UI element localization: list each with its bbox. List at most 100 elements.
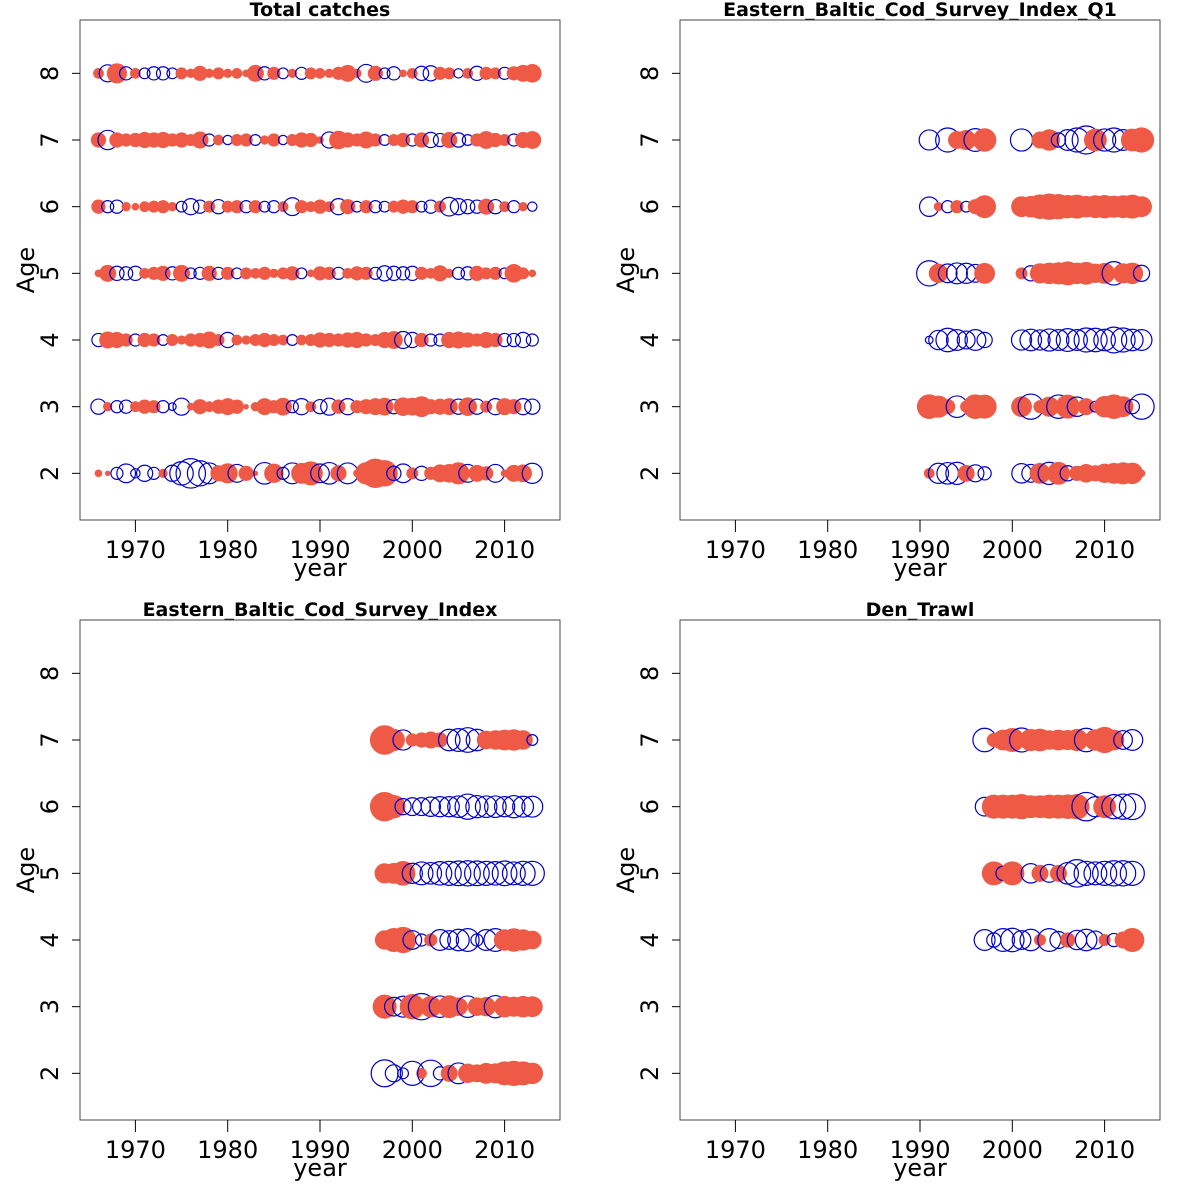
bubble-positive (368, 133, 382, 147)
bubble-negative (464, 860, 490, 887)
bubble-positive (277, 334, 289, 346)
bubble-positive (413, 132, 430, 148)
bubble-positive (257, 332, 272, 348)
chart-title: Eastern_Baltic_Cod_Survey_Index_Q1 (723, 0, 1117, 21)
bubble-positive (479, 66, 493, 80)
bubble-negative (450, 132, 467, 148)
bubble-positive (231, 67, 243, 79)
bubble-positive (480, 400, 493, 413)
x-tick-label: 2010 (474, 536, 535, 564)
bubble-positive (105, 470, 111, 477)
bubble-negative (155, 66, 171, 81)
bubble-positive (499, 201, 510, 213)
bubble-positive (192, 65, 208, 81)
bubble-positive (528, 269, 537, 278)
bubble-negative (1037, 328, 1061, 352)
bubble-positive (1015, 267, 1028, 280)
bubble-negative (514, 398, 532, 416)
bubble-positive (972, 128, 997, 152)
bubble-negative (510, 860, 536, 886)
bubble-positive (506, 399, 522, 415)
bubble-negative (1083, 861, 1108, 886)
x-axis-label: year (293, 1154, 347, 1182)
bubble-positive (1131, 196, 1152, 218)
bubble-negative (999, 927, 1025, 953)
bubble-negative (483, 861, 508, 886)
bubble-positive (239, 133, 253, 147)
bubble-positive (323, 201, 335, 213)
bubble-positive (192, 399, 208, 415)
bubble-positive (212, 67, 225, 80)
bubble-negative (130, 468, 141, 479)
y-tick-label: 7 (36, 732, 64, 747)
bubble-positive (1039, 396, 1060, 417)
bubble-negative (1019, 328, 1043, 352)
x-tick-label: 1980 (197, 1136, 258, 1164)
bubble-negative (446, 727, 471, 753)
bubble-negative (1055, 327, 1080, 353)
bubble-negative (1120, 328, 1144, 352)
bubble-positive (221, 200, 234, 213)
bubble-negative (1056, 128, 1079, 152)
bubble-negative (1121, 728, 1144, 752)
bubble-positive (1137, 469, 1146, 478)
bubble-negative (1110, 327, 1136, 353)
bubble-negative (138, 67, 151, 80)
bubble-negative (420, 796, 442, 817)
bubble-positive (147, 400, 161, 414)
y-tick-label: 8 (36, 66, 64, 81)
x-tick-label: 1970 (705, 1136, 766, 1164)
bubble-positive (1033, 933, 1047, 947)
bubble-positive (331, 399, 346, 414)
bubble-positive (420, 995, 442, 1018)
bubble-negative (415, 200, 428, 213)
bubble-negative (474, 795, 498, 819)
bubble-negative (409, 861, 434, 886)
y-tick-label: 6 (636, 799, 664, 814)
bubble-positive (399, 994, 425, 1020)
y-tick-label: 3 (636, 999, 664, 1014)
bubble-negative (175, 458, 207, 489)
bubble-negative (465, 794, 489, 819)
bubble-negative (118, 266, 134, 281)
bubble-negative (1009, 128, 1034, 152)
x-tick-label: 1980 (797, 536, 858, 564)
x-axis-label: year (293, 554, 347, 582)
bubble-negative (977, 466, 992, 481)
bubble-positive (440, 1064, 458, 1082)
bubble-positive (390, 861, 416, 886)
bubble-positive (1121, 462, 1144, 485)
bubble-negative (167, 402, 177, 412)
bubble-negative (1062, 859, 1092, 888)
bubble-positive (324, 68, 334, 78)
bubble-negative (1118, 793, 1146, 821)
bubble-negative (384, 1064, 403, 1083)
bubble-negative (945, 262, 968, 285)
chart-title: Total catches (250, 0, 391, 21)
bubble-layer (972, 726, 1146, 953)
bubble-positive (359, 200, 373, 214)
bubble-positive (212, 333, 225, 347)
x-axis-label: year (893, 554, 947, 582)
y-tick-label: 4 (36, 332, 64, 347)
bubble-positive (504, 264, 524, 283)
bubble-positive (312, 199, 328, 214)
bubble-negative (386, 465, 402, 482)
bubble-positive (213, 134, 224, 146)
y-tick-label: 2 (636, 466, 664, 481)
bubble-negative (184, 267, 197, 280)
bubble-positive (433, 66, 447, 80)
bubble-positive (314, 67, 326, 79)
bubble-negative (928, 329, 949, 351)
y-tick-label: 3 (636, 399, 664, 414)
y-axis-label: Age (612, 847, 640, 893)
bubble-negative (470, 933, 484, 947)
bubble-negative (524, 398, 541, 415)
bubble-negative (394, 798, 412, 816)
bubble-negative (1074, 928, 1098, 952)
y-tick-label: 8 (636, 666, 664, 681)
bubble-positive (267, 66, 281, 80)
bubble-positive (175, 67, 188, 80)
bubble-positive (460, 332, 476, 348)
